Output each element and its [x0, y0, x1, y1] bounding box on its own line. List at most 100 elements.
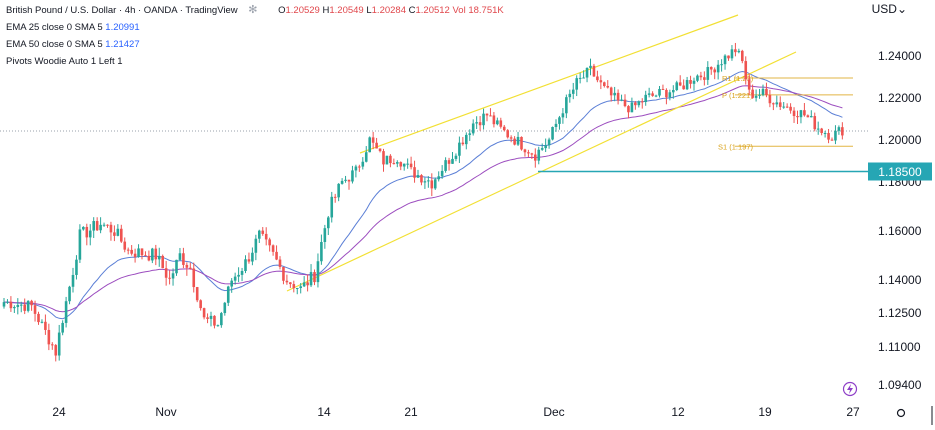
candle-body	[382, 151, 385, 165]
candle-body	[402, 163, 406, 167]
candle-body	[806, 115, 810, 118]
candle-body	[268, 239, 271, 246]
candle-body	[785, 106, 789, 108]
candle-body	[358, 166, 361, 168]
high-label: H	[322, 5, 330, 16]
candle-body	[261, 230, 265, 234]
candle-body	[147, 255, 151, 261]
candle-body	[516, 136, 520, 145]
candle-body	[282, 266, 285, 281]
sun-gear-icon[interactable]	[896, 408, 906, 418]
volume-value: Vol 18.751K	[452, 5, 504, 16]
candle-body	[551, 127, 554, 140]
candle-body	[630, 102, 634, 113]
candle-body	[827, 132, 830, 140]
candle-body	[489, 115, 492, 117]
candle-body	[444, 160, 447, 171]
legend-title[interactable]: British Pound / U.S. Dollar · 4h · OANDA…	[6, 5, 238, 16]
legend-ema50-row[interactable]: EMA 50 close 0 SMA 5 1.21427	[6, 36, 504, 53]
candle-body	[520, 136, 523, 150]
candle-body	[361, 161, 365, 167]
candle-body	[485, 113, 489, 116]
candle-body	[13, 307, 16, 309]
legend-pivots-row[interactable]: Pivots Woodie Auto 1 Left 1	[6, 53, 504, 70]
candle-body	[575, 78, 578, 90]
price-badge-label: 1.18500	[878, 165, 922, 179]
candle-body	[275, 251, 278, 260]
candle-body	[727, 55, 730, 59]
candle-body	[530, 153, 534, 155]
candle-body	[320, 241, 323, 262]
low-value: 1.20284	[371, 5, 406, 16]
price-badge[interactable]	[868, 162, 932, 181]
candle-body	[596, 76, 599, 81]
candle-body	[420, 175, 423, 183]
candle-body	[9, 301, 13, 309]
candle-body	[71, 274, 75, 287]
candle-body	[803, 110, 806, 116]
candle-body	[178, 253, 182, 260]
candle-body	[151, 248, 154, 261]
candle-body	[430, 180, 434, 189]
candle-body	[747, 79, 751, 90]
candle-body	[834, 130, 837, 141]
candle-body	[299, 286, 302, 289]
candle-body	[292, 284, 296, 289]
candle-body	[523, 149, 527, 153]
candle-body	[527, 152, 530, 154]
ema50-value: 1.21427	[105, 39, 140, 50]
candle-body	[433, 179, 437, 189]
candle-body	[696, 75, 699, 81]
candle-body	[23, 304, 26, 311]
candle-body	[389, 155, 392, 164]
candle-body	[106, 224, 109, 226]
candle-body	[609, 87, 613, 96]
candle-body	[634, 102, 637, 106]
candle-body	[451, 158, 454, 164]
candle-body	[271, 245, 275, 252]
candle-body	[258, 230, 261, 239]
candle-body	[685, 80, 689, 90]
x-axis-tick-label: Nov	[155, 405, 176, 419]
candle-body	[57, 332, 61, 356]
pivot-label-p: P (1.221)	[722, 91, 753, 100]
candle-body	[26, 300, 30, 311]
candle-body	[561, 113, 565, 118]
candle-body	[171, 273, 175, 279]
candle-body	[416, 175, 420, 178]
open-label: O	[278, 5, 286, 16]
pivots-label: Pivots Woodie Auto 1 Left 1	[6, 56, 123, 67]
x-axis-tick-label: 21	[404, 405, 418, 419]
low-label: L	[366, 5, 372, 16]
candle-body	[289, 282, 292, 285]
legend-ema25-row[interactable]: EMA 25 close 0 SMA 5 1.20991	[6, 19, 504, 36]
candle-body	[603, 82, 606, 86]
candle-body	[264, 233, 268, 240]
candle-body	[399, 162, 403, 167]
candle-body	[344, 179, 347, 181]
candle-body	[168, 277, 171, 279]
candle-body	[658, 88, 661, 96]
gear-icon[interactable]: ✻	[248, 4, 258, 16]
candle-body	[782, 106, 785, 108]
candle-body	[578, 77, 582, 79]
candle-body	[61, 322, 64, 333]
candle-body	[78, 229, 82, 260]
candle-body	[347, 179, 351, 182]
candle-body	[213, 315, 216, 326]
lightning-icon[interactable]	[842, 381, 858, 397]
currency-selector[interactable]: USD⌄	[872, 2, 907, 16]
candle-body	[761, 88, 765, 95]
candle-body	[82, 226, 85, 230]
candle-body	[502, 126, 506, 131]
candle-body	[423, 181, 427, 183]
candle-body	[19, 304, 23, 306]
x-axis-tick-label: 24	[52, 405, 66, 419]
candle-body	[102, 224, 106, 226]
candle-body	[164, 268, 168, 278]
candle-body	[220, 313, 223, 326]
candle-body	[647, 93, 651, 95]
candle-body	[672, 90, 675, 93]
